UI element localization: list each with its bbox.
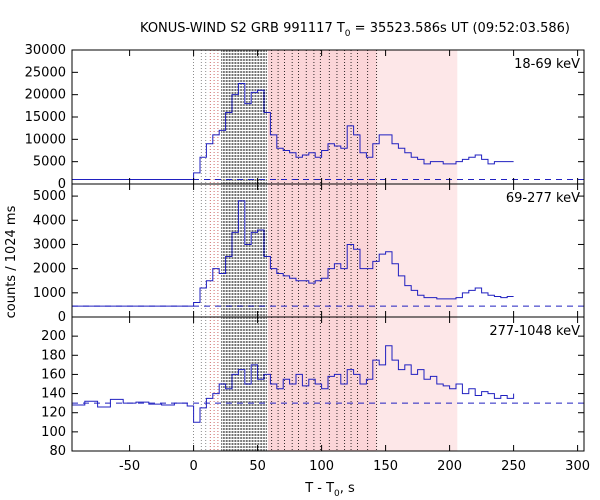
panel-energy-label-0: 18-69 keV: [514, 57, 580, 72]
y-tick-label-1-4: 4000: [33, 213, 66, 228]
y-tick-label-0-6: 30000: [25, 43, 66, 58]
light-curve-series-2: [72, 345, 515, 423]
x-tick-label-3: 100: [309, 459, 334, 474]
y-tick-label-1-5: 5000: [33, 189, 66, 204]
panel-energy-label-2: 277-1048 keV: [489, 324, 580, 339]
panel-frame-2: [71, 316, 585, 452]
y-tick-label-2-1: 100: [41, 425, 66, 440]
x-axis-label: T - T0, s: [304, 481, 355, 499]
x-tick-label-7: 300: [565, 459, 590, 474]
x-tick-label-6: 250: [501, 459, 526, 474]
x-tick-label-2: 50: [249, 459, 266, 474]
y-tick-label-2-0: 80: [49, 444, 66, 459]
y-tick-label-2-2: 120: [41, 406, 66, 421]
y-axis-label: counts / 1024 ms: [4, 205, 19, 318]
x-tick-label-0: -50: [119, 459, 140, 474]
y-tick-label-0-0: 0: [58, 177, 66, 192]
light-curve-series-1: [72, 200, 514, 307]
y-tick-label-0-3: 15000: [25, 110, 66, 125]
y-tick-label-2-6: 200: [41, 329, 66, 344]
y-tick-label-0-1: 5000: [33, 155, 66, 170]
x-tick-label-1: 0: [189, 459, 197, 474]
y-tick-label-1-0: 0: [58, 310, 66, 325]
y-tick-label-0-2: 10000: [25, 132, 66, 147]
y-tick-label-2-5: 180: [41, 348, 66, 363]
shaded-interval-0: [267, 50, 377, 451]
panel-energy-label-1: 69-277 keV: [506, 191, 580, 206]
y-tick-label-1-3: 3000: [33, 237, 66, 252]
light-curve-series-0: [72, 83, 514, 181]
y-tick-label-0-5: 25000: [25, 65, 66, 80]
shaded-interval-1: [376, 50, 458, 451]
x-tick-label-5: 200: [437, 459, 462, 474]
y-tick-label-2-3: 140: [41, 387, 66, 402]
y-tick-label-1-2: 2000: [33, 262, 66, 277]
chart-title: KONUS-WIND S2 GRB 991117 T0 = 35523.586s…: [140, 21, 570, 39]
x-tick-label-4: 150: [373, 459, 398, 474]
y-tick-label-0-4: 20000: [25, 88, 66, 103]
y-tick-label-1-1: 1000: [33, 286, 66, 301]
y-tick-label-2-4: 160: [41, 367, 66, 382]
